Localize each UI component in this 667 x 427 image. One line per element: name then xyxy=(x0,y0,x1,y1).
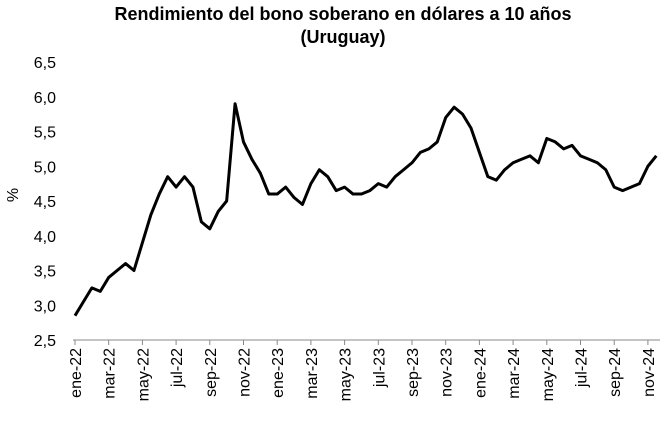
y-tick-label: 3,0 xyxy=(34,298,56,315)
x-tick-label: ene-24 xyxy=(472,348,489,398)
x-tick-label: jul-24 xyxy=(574,348,591,388)
x-tick-label: nov-24 xyxy=(641,348,658,397)
y-tick-label: 2,5 xyxy=(34,333,56,350)
chart-subtitle: (Uruguay) xyxy=(301,27,386,47)
y-tick-label: 5,5 xyxy=(34,125,56,142)
x-tick-label: mar-23 xyxy=(304,348,321,399)
x-tick-label: mar-22 xyxy=(102,348,119,399)
x-tick-label: ene-23 xyxy=(270,348,287,398)
x-tick-label: nov-22 xyxy=(237,348,254,397)
x-tick-label: sep-23 xyxy=(405,348,422,397)
x-tick-label: ene-22 xyxy=(68,348,85,398)
y-tick-label: 6,0 xyxy=(34,90,56,107)
x-tick-label: may-24 xyxy=(540,348,557,401)
x-tick-label: mar-24 xyxy=(506,348,523,399)
y-axis-label: % xyxy=(5,188,22,202)
data-line xyxy=(73,102,658,317)
y-tick-label: 4,5 xyxy=(34,194,56,211)
y-tick-label: 5,0 xyxy=(34,159,56,176)
x-tick-label: sep-22 xyxy=(203,348,220,397)
x-tick-label: nov-23 xyxy=(439,348,456,397)
x-tick-label: may-22 xyxy=(135,348,152,401)
y-tick-label: 6,5 xyxy=(34,55,56,72)
y-tick-label: 4,0 xyxy=(34,229,56,246)
x-tick-label: may-23 xyxy=(338,348,355,401)
y-tick-label: 3,5 xyxy=(34,264,56,281)
x-tick-label: sep-24 xyxy=(607,348,624,397)
chart-title: Rendimiento del bono soberano en dólares… xyxy=(114,4,571,24)
x-tick-label: jul-23 xyxy=(371,348,388,388)
x-tick-label: jul-22 xyxy=(169,348,186,388)
